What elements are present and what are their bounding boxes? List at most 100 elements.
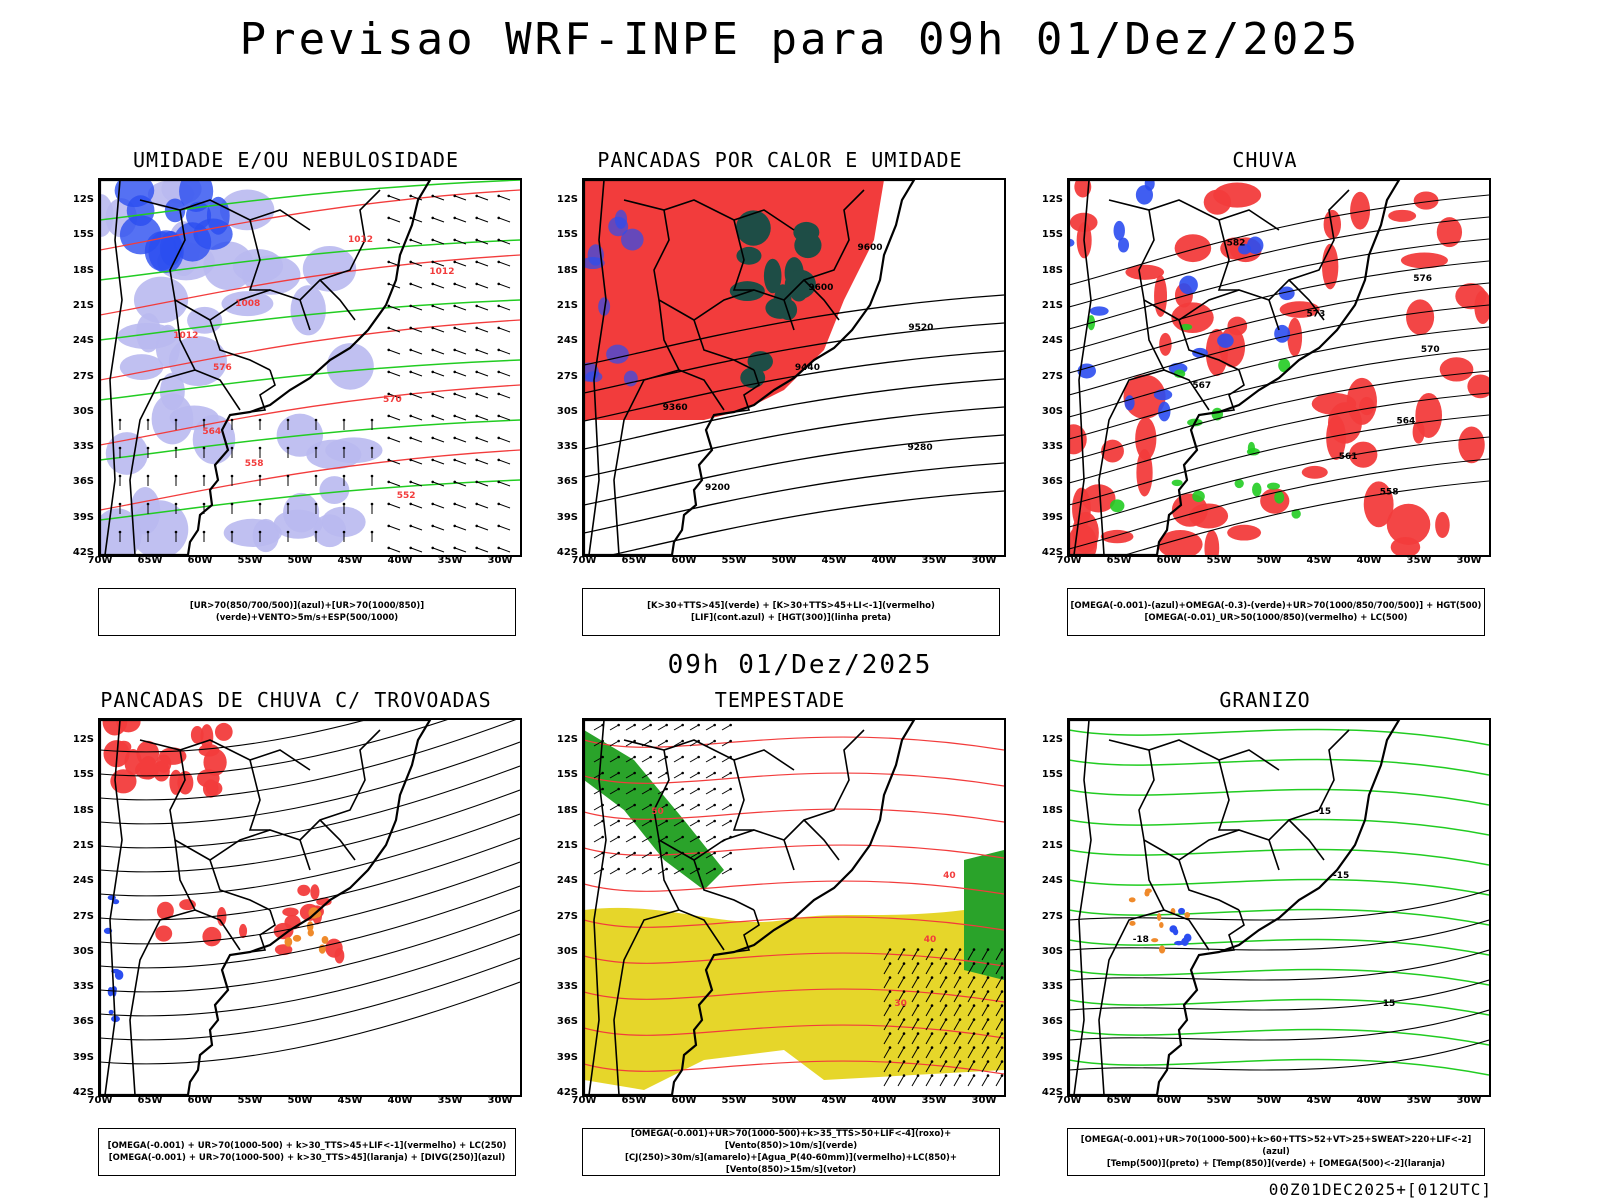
lat-tick-label: 21S (556, 299, 578, 311)
lat-tick-label: 18S (72, 804, 94, 816)
lon-tick-label: 65W (137, 555, 163, 566)
lon-tick-label: 35W (437, 555, 463, 566)
main-title: Previsao WRF-INPE para 09h 01/Dez/2025 (239, 14, 1361, 65)
contour-label: 30 (894, 999, 907, 1009)
lat-tick-label: 33S (1041, 981, 1063, 993)
lon-tick-label: 70W (1056, 555, 1082, 566)
lon-tick-label: 45W (337, 1095, 363, 1106)
panel-title: PANCADAS DE CHUVA C/ TROVOADAS (100, 688, 492, 712)
contour-label: 1012 (348, 235, 373, 245)
lon-tick-label: 35W (921, 555, 947, 566)
lat-tick-label: 24S (72, 335, 94, 347)
panel-umidade: UMIDADE E/OU NEBULOSIDADE 12S 15S 18S 21S 24S… (56, 148, 536, 648)
longitude-axis: 70W 65W 60W 55W 50W 45W 40W 35W 30W (1057, 1095, 1491, 1109)
contour-label: -18 (1133, 935, 1149, 945)
panel-title: CHUVA (1232, 148, 1298, 172)
lat-tick-label: 24S (72, 875, 94, 887)
contour-label: 576 (213, 363, 232, 373)
panel-pancadas-calor: PANCADAS POR CALOR E UMIDADE 12S 15S 18S 21S… (540, 148, 1020, 648)
lat-tick-label: 33S (72, 441, 94, 453)
contour-label: 9440 (795, 363, 820, 373)
panel-granizo: GRANIZO 12S 15S 18S 21S 24S 27S 30S 33S 36S 39S 42S… (1025, 688, 1505, 1188)
lon-tick-label: 70W (1056, 1095, 1082, 1106)
lon-tick-label: 65W (621, 1095, 647, 1106)
lat-tick-label: 42S (556, 547, 578, 558)
lon-tick-label: 30W (487, 1095, 513, 1106)
legend-line: [OMEGA(-0.001) + UR>70(1000-500) + k>30_… (108, 1153, 506, 1163)
lat-tick-label: 21S (72, 299, 94, 311)
lon-tick-label: 60W (187, 555, 213, 566)
lat-tick-label: 42S (72, 547, 94, 558)
lon-tick-label: 40W (871, 1095, 897, 1106)
lat-tick-label: 33S (556, 981, 578, 993)
lat-tick-label: 42S (72, 1087, 94, 1098)
legend-line: [K>30+TTS>45](verde) + [K>30+TTS>45+LI<-… (647, 601, 935, 611)
lat-tick-label: 21S (556, 839, 578, 851)
contour-label: 40 (924, 935, 937, 945)
lat-tick-label: 15S (556, 229, 578, 241)
lon-tick-label: 45W (821, 555, 847, 566)
lat-tick-label: 36S (1041, 1016, 1063, 1028)
longitude-axis: 70W 65W 60W 55W 50W 45W 40W 35W 30W (572, 1095, 1006, 1109)
legend-line: [OMEGA(-0.01)_UR>50(1000/850)(vermelho) … (1144, 613, 1408, 623)
map-svg: -15 -15 -18 15 (1069, 720, 1489, 1095)
lat-tick-label: 12S (556, 194, 578, 205)
lat-tick-label: 39S (556, 511, 578, 523)
map-svg: 9600 9600 9520 9440 9360 9280 9200 (584, 180, 1004, 555)
map-svg: 50 40 40 30 (584, 720, 1004, 1095)
contour-label: 558 (245, 459, 264, 469)
lat-tick-label: 39S (1041, 511, 1063, 523)
lat-tick-label: 33S (72, 981, 94, 993)
lon-tick-label: 60W (671, 555, 697, 566)
lon-tick-label: 40W (387, 1095, 413, 1106)
lat-tick-label: 12S (72, 734, 94, 745)
legend-line: [Temp(500)](preto) + [Temp(850)](verde) … (1106, 1159, 1446, 1169)
lon-tick-label: 45W (337, 555, 363, 566)
panel-pancadas-trovoadas: PANCADAS DE CHUVA C/ TROVOADAS 12S 15S 18S 2… (56, 688, 536, 1188)
lat-tick-label: 30S (556, 405, 578, 417)
longitude-axis: 70W 65W 60W 55W 50W 45W 40W 35W 30W (88, 555, 522, 569)
legend-line: [LIF](cont.azul) + [HGT(300)](linha pret… (690, 613, 892, 623)
longitude-axis: 70W 65W 60W 55W 50W 45W 40W 35W 30W (572, 555, 1006, 569)
contour-label: 9600 (808, 283, 833, 293)
lat-tick-label: 39S (556, 1051, 578, 1063)
lat-tick-label: 27S (556, 910, 578, 922)
lon-tick-label: 50W (287, 1095, 313, 1106)
legend-line: [CJ(250)>30m/s](amarelo)+[Agua_P(40-60mm… (624, 1153, 958, 1175)
lat-tick-label: 36S (72, 1016, 94, 1028)
lat-tick-label: 30S (556, 945, 578, 957)
contour-label: 9600 (857, 243, 882, 253)
legend-line: [OMEGA(-0.001)+UR>70(1000-500)+k>60+TTS>… (1080, 1135, 1472, 1157)
contour-label: 570 (1421, 345, 1440, 355)
legend-box: [K>30+TTS>45](verde) + [K>30+TTS>45+LI<-… (582, 588, 1000, 636)
lon-tick-label: 30W (971, 555, 997, 566)
lat-tick-label: 15S (1041, 229, 1063, 241)
lon-tick-label: 65W (137, 1095, 163, 1106)
lon-tick-label: 50W (1256, 1095, 1282, 1106)
lon-tick-label: 65W (621, 555, 647, 566)
contour-label: 50 (651, 807, 664, 817)
lat-tick-label: 15S (72, 769, 94, 781)
contour-label: 564 (202, 427, 221, 437)
lat-tick-label: 21S (1041, 839, 1063, 851)
contour-label: 15 (1383, 999, 1396, 1009)
lat-tick-label: 27S (72, 910, 94, 922)
map-plot: 582 576 573 570 567 564 561 558 (1067, 178, 1491, 557)
run-label: 00Z01DEC2025+[012UTC] (1268, 1180, 1492, 1199)
lat-tick-label: 12S (1041, 194, 1063, 205)
contour-label: 9520 (908, 323, 933, 333)
lon-tick-label: 55W (721, 555, 747, 566)
legend-box: [UR>70(850/700/500)](azul)+[UR>70(1000/8… (98, 588, 516, 636)
lat-tick-label: 42S (556, 1087, 578, 1098)
contour-label: 558 (1380, 487, 1399, 497)
lon-tick-label: 45W (1306, 555, 1332, 566)
lat-tick-label: 12S (556, 734, 578, 745)
lon-tick-label: 40W (387, 555, 413, 566)
panel-title: PANCADAS POR CALOR E UMIDADE (597, 148, 963, 172)
latitude-axis: 12S 15S 18S 21S 24S 27S 30S 33S 36S 39S 42S (1025, 718, 1065, 1098)
panel-title: UMIDADE E/OU NEBULOSIDADE (132, 148, 460, 172)
contour-label: 564 (1397, 416, 1416, 426)
lon-tick-label: 55W (237, 555, 263, 566)
latitude-axis: 12S 15S 18S 21S 24S 27S 30S 33S 36S 39S 42S (56, 178, 96, 558)
lat-tick-label: 42S (1041, 1087, 1063, 1098)
